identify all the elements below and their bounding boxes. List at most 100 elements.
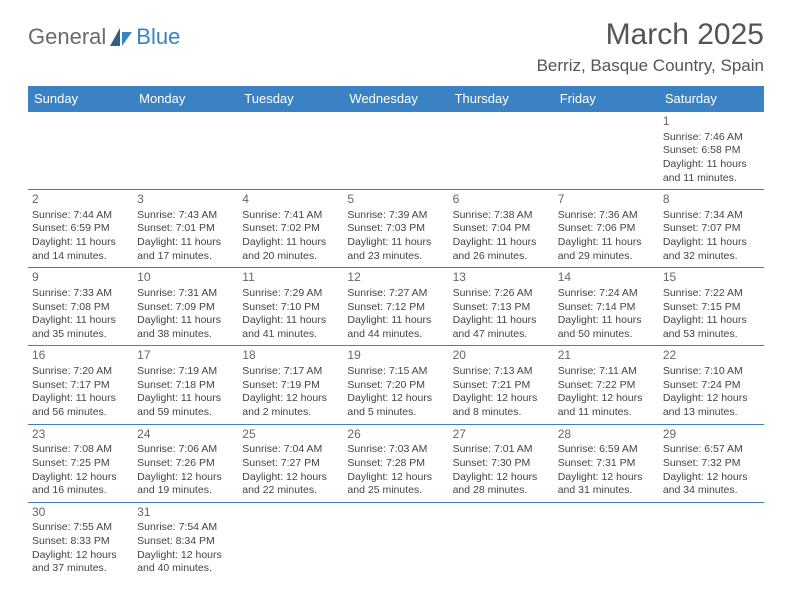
sunrise-line: Sunrise: 7:04 AM bbox=[242, 443, 339, 457]
weekday-header: Friday bbox=[554, 86, 659, 112]
sunset-line: Sunset: 7:24 PM bbox=[663, 379, 760, 393]
daylight-line: Daylight: 12 hours and 28 minutes. bbox=[453, 471, 550, 498]
sunrise-line: Sunrise: 7:13 AM bbox=[453, 365, 550, 379]
calendar-header-row: SundayMondayTuesdayWednesdayThursdayFrid… bbox=[28, 86, 764, 112]
page: General Blue March 2025 Berriz, Basque C… bbox=[0, 0, 792, 590]
sunset-line: Sunset: 7:12 PM bbox=[347, 301, 444, 315]
sunrise-line: Sunrise: 7:54 AM bbox=[137, 521, 234, 535]
sunset-line: Sunset: 7:15 PM bbox=[663, 301, 760, 315]
day-number: 21 bbox=[558, 348, 655, 364]
sunrise-line: Sunrise: 6:57 AM bbox=[663, 443, 760, 457]
calendar-cell: 13Sunrise: 7:26 AMSunset: 7:13 PMDayligh… bbox=[449, 268, 554, 346]
day-number: 29 bbox=[663, 427, 760, 443]
calendar-cell: 11Sunrise: 7:29 AMSunset: 7:10 PMDayligh… bbox=[238, 268, 343, 346]
calendar-cell-empty bbox=[343, 112, 448, 190]
header: General Blue March 2025 Berriz, Basque C… bbox=[28, 18, 764, 76]
logo-text-blue: Blue bbox=[136, 24, 180, 50]
day-number: 4 bbox=[242, 192, 339, 208]
calendar-row: 16Sunrise: 7:20 AMSunset: 7:17 PMDayligh… bbox=[28, 346, 764, 424]
calendar-cell: 20Sunrise: 7:13 AMSunset: 7:21 PMDayligh… bbox=[449, 346, 554, 424]
day-number: 6 bbox=[453, 192, 550, 208]
sunset-line: Sunset: 6:59 PM bbox=[32, 222, 129, 236]
sunrise-line: Sunrise: 7:33 AM bbox=[32, 287, 129, 301]
calendar-cell: 22Sunrise: 7:10 AMSunset: 7:24 PMDayligh… bbox=[659, 346, 764, 424]
sunset-line: Sunset: 7:18 PM bbox=[137, 379, 234, 393]
sunset-line: Sunset: 7:07 PM bbox=[663, 222, 760, 236]
calendar-cell: 12Sunrise: 7:27 AMSunset: 7:12 PMDayligh… bbox=[343, 268, 448, 346]
sunset-line: Sunset: 7:21 PM bbox=[453, 379, 550, 393]
sunrise-line: Sunrise: 7:26 AM bbox=[453, 287, 550, 301]
daylight-line: Daylight: 11 hours and 44 minutes. bbox=[347, 314, 444, 341]
calendar-row: 23Sunrise: 7:08 AMSunset: 7:25 PMDayligh… bbox=[28, 424, 764, 502]
sunset-line: Sunset: 7:14 PM bbox=[558, 301, 655, 315]
calendar-cell: 2Sunrise: 7:44 AMSunset: 6:59 PMDaylight… bbox=[28, 190, 133, 268]
daylight-line: Daylight: 11 hours and 50 minutes. bbox=[558, 314, 655, 341]
daylight-line: Daylight: 11 hours and 11 minutes. bbox=[663, 158, 760, 185]
calendar-cell: 23Sunrise: 7:08 AMSunset: 7:25 PMDayligh… bbox=[28, 424, 133, 502]
calendar-cell-empty bbox=[659, 502, 764, 580]
daylight-line: Daylight: 11 hours and 53 minutes. bbox=[663, 314, 760, 341]
daylight-line: Daylight: 11 hours and 38 minutes. bbox=[137, 314, 234, 341]
calendar-row: 2Sunrise: 7:44 AMSunset: 6:59 PMDaylight… bbox=[28, 190, 764, 268]
sunset-line: Sunset: 7:17 PM bbox=[32, 379, 129, 393]
daylight-line: Daylight: 12 hours and 16 minutes. bbox=[32, 471, 129, 498]
weekday-header: Tuesday bbox=[238, 86, 343, 112]
calendar-cell: 21Sunrise: 7:11 AMSunset: 7:22 PMDayligh… bbox=[554, 346, 659, 424]
weekday-header: Monday bbox=[133, 86, 238, 112]
calendar-cell: 15Sunrise: 7:22 AMSunset: 7:15 PMDayligh… bbox=[659, 268, 764, 346]
sunset-line: Sunset: 7:13 PM bbox=[453, 301, 550, 315]
sunrise-line: Sunrise: 7:36 AM bbox=[558, 209, 655, 223]
sunrise-line: Sunrise: 7:46 AM bbox=[663, 131, 760, 145]
sunset-line: Sunset: 7:04 PM bbox=[453, 222, 550, 236]
daylight-line: Daylight: 11 hours and 26 minutes. bbox=[453, 236, 550, 263]
daylight-line: Daylight: 11 hours and 20 minutes. bbox=[242, 236, 339, 263]
sunrise-line: Sunrise: 7:20 AM bbox=[32, 365, 129, 379]
sunset-line: Sunset: 8:33 PM bbox=[32, 535, 129, 549]
daylight-line: Daylight: 12 hours and 40 minutes. bbox=[137, 549, 234, 576]
sunrise-line: Sunrise: 7:19 AM bbox=[137, 365, 234, 379]
sunrise-line: Sunrise: 7:41 AM bbox=[242, 209, 339, 223]
calendar-cell-empty bbox=[554, 502, 659, 580]
calendar-cell: 29Sunrise: 6:57 AMSunset: 7:32 PMDayligh… bbox=[659, 424, 764, 502]
day-number: 22 bbox=[663, 348, 760, 364]
day-number: 25 bbox=[242, 427, 339, 443]
sunset-line: Sunset: 7:03 PM bbox=[347, 222, 444, 236]
sunrise-line: Sunrise: 7:27 AM bbox=[347, 287, 444, 301]
day-number: 28 bbox=[558, 427, 655, 443]
sunrise-line: Sunrise: 7:01 AM bbox=[453, 443, 550, 457]
sunrise-line: Sunrise: 7:17 AM bbox=[242, 365, 339, 379]
day-number: 27 bbox=[453, 427, 550, 443]
daylight-line: Daylight: 11 hours and 32 minutes. bbox=[663, 236, 760, 263]
calendar-cell-empty bbox=[554, 112, 659, 190]
weekday-header: Wednesday bbox=[343, 86, 448, 112]
sunset-line: Sunset: 7:02 PM bbox=[242, 222, 339, 236]
daylight-line: Daylight: 11 hours and 17 minutes. bbox=[137, 236, 234, 263]
weekday-header: Sunday bbox=[28, 86, 133, 112]
sunrise-line: Sunrise: 7:10 AM bbox=[663, 365, 760, 379]
title-block: March 2025 Berriz, Basque Country, Spain bbox=[537, 18, 764, 76]
daylight-line: Daylight: 11 hours and 14 minutes. bbox=[32, 236, 129, 263]
day-number: 18 bbox=[242, 348, 339, 364]
sunrise-line: Sunrise: 7:43 AM bbox=[137, 209, 234, 223]
daylight-line: Daylight: 11 hours and 29 minutes. bbox=[558, 236, 655, 263]
day-number: 16 bbox=[32, 348, 129, 364]
calendar-cell: 17Sunrise: 7:19 AMSunset: 7:18 PMDayligh… bbox=[133, 346, 238, 424]
day-number: 2 bbox=[32, 192, 129, 208]
sunrise-line: Sunrise: 7:31 AM bbox=[137, 287, 234, 301]
sunrise-line: Sunrise: 7:55 AM bbox=[32, 521, 129, 535]
day-number: 14 bbox=[558, 270, 655, 286]
daylight-line: Daylight: 11 hours and 23 minutes. bbox=[347, 236, 444, 263]
sunset-line: Sunset: 7:20 PM bbox=[347, 379, 444, 393]
day-number: 17 bbox=[137, 348, 234, 364]
sunrise-line: Sunrise: 7:34 AM bbox=[663, 209, 760, 223]
sunset-line: Sunset: 7:27 PM bbox=[242, 457, 339, 471]
calendar-cell: 19Sunrise: 7:15 AMSunset: 7:20 PMDayligh… bbox=[343, 346, 448, 424]
day-number: 12 bbox=[347, 270, 444, 286]
day-number: 24 bbox=[137, 427, 234, 443]
sunrise-line: Sunrise: 7:15 AM bbox=[347, 365, 444, 379]
daylight-line: Daylight: 12 hours and 31 minutes. bbox=[558, 471, 655, 498]
sunset-line: Sunset: 6:58 PM bbox=[663, 144, 760, 158]
calendar-body: 1Sunrise: 7:46 AMSunset: 6:58 PMDaylight… bbox=[28, 112, 764, 580]
calendar-cell: 24Sunrise: 7:06 AMSunset: 7:26 PMDayligh… bbox=[133, 424, 238, 502]
day-number: 8 bbox=[663, 192, 760, 208]
